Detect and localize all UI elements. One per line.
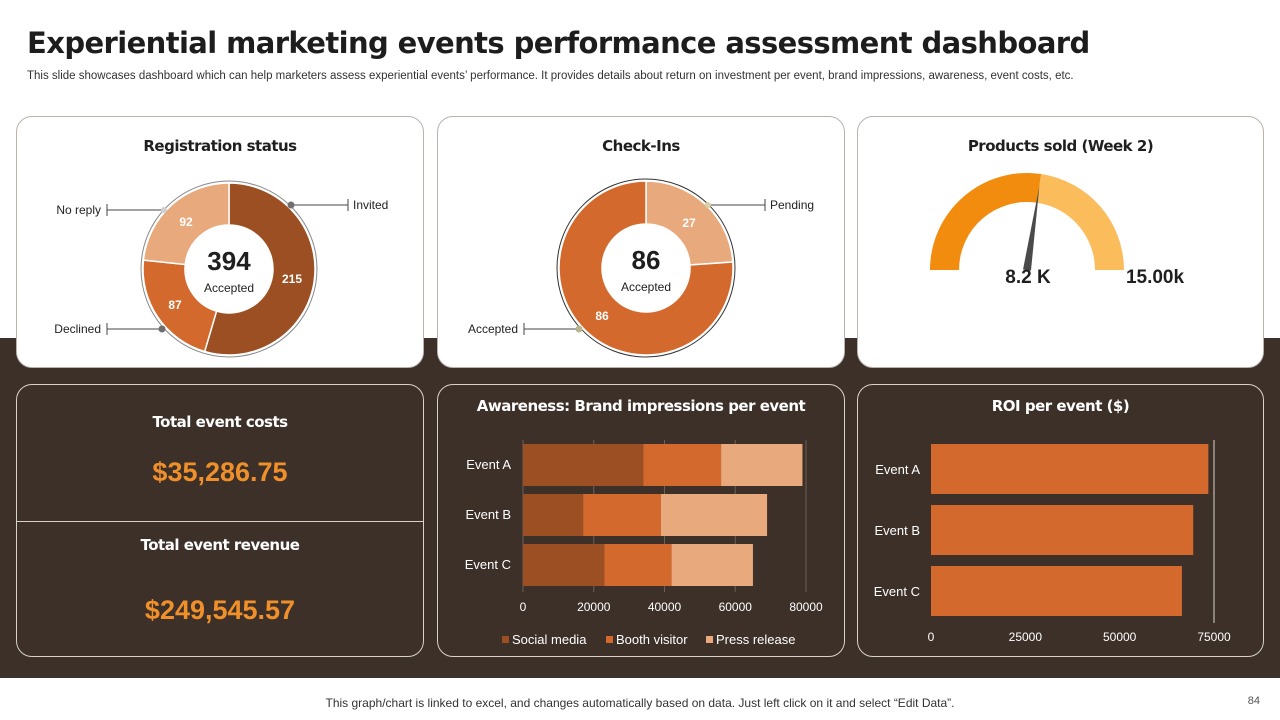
awareness-x-tick: 20000 [577, 600, 611, 614]
awareness-legend-label: Press release [716, 632, 795, 647]
gauge-value-arc [930, 173, 1042, 270]
total-event-revenue-title: Total event revenue [140, 536, 300, 554]
check-ins-center-value: 86 [632, 245, 661, 275]
awareness-legend-swatch [706, 636, 713, 643]
awareness-bar-press-release[interactable] [660, 494, 768, 536]
check-ins-donut-chart[interactable]: 86 Accepted 27 86 Pending Accepted [438, 117, 846, 369]
registration-center-label: Accepted [204, 281, 254, 295]
page-subtitle: This slide showcases dashboard which can… [27, 70, 1074, 82]
registration-status-title: Registration status [143, 137, 297, 155]
awareness-bar-social-media[interactable] [523, 494, 584, 536]
awareness-bar-booth-visitor[interactable] [583, 494, 661, 536]
registration-donut-chart[interactable]: 394 Accepted 215 87 92 Invited No reply … [17, 117, 425, 369]
check-ins-accepted-label: Accepted [468, 322, 518, 336]
registration-invited-label: Invited [353, 198, 388, 212]
check-ins-title: Check-Ins [602, 137, 680, 155]
check-ins-panel: Check-Ins 86 Accepted 27 86 Pending Acce… [437, 116, 845, 368]
awareness-legend-label: Booth visitor [616, 632, 688, 647]
total-event-costs-title: Total event costs [152, 413, 288, 431]
check-ins-pending-label: Pending [770, 198, 814, 212]
products-sold-gauge[interactable]: 8.2 K 15.00k [858, 117, 1265, 369]
roi-bar[interactable] [931, 505, 1194, 555]
registration-no-reply-value: 92 [179, 215, 193, 229]
check-ins-center-label: Accepted [621, 280, 671, 294]
awareness-bar-booth-visitor[interactable] [643, 444, 722, 486]
registration-invited-value: 215 [282, 272, 302, 286]
gauge-needle [1023, 185, 1040, 271]
roi-category-label: Event A [875, 462, 920, 477]
financials-divider [17, 521, 423, 522]
footer-note: This graph/chart is linked to excel, and… [325, 696, 955, 710]
gauge-remaining-arc [1036, 174, 1124, 270]
registration-no-reply-callout: No reply [56, 203, 167, 217]
awareness-x-tick: 0 [520, 600, 527, 614]
roi-panel: ROI per event ($) 0 25000 50000 75000 Event … [857, 384, 1264, 657]
roi-x-tick: 25000 [1009, 630, 1043, 644]
brand-impressions-chart[interactable]: 0 20000 40000 60000 80000 Event A Event B Event… [438, 385, 846, 658]
registration-status-panel: Registration status 394 Accepted 215 87 … [16, 116, 424, 368]
awareness-bar-press-release[interactable] [721, 444, 803, 486]
page-number: 84 [1247, 695, 1260, 707]
brand-impressions-title: Awareness: Brand impressions per event [476, 397, 806, 415]
awareness-x-tick: 40000 [648, 600, 682, 614]
roi-title: ROI per event ($) [991, 397, 1130, 415]
event-financials-panel: Total event costs $35,286.75 Total event… [16, 384, 424, 657]
awareness-bar-social-media[interactable] [523, 544, 605, 586]
awareness-bar-social-media[interactable] [523, 444, 644, 486]
products-sold-panel: Products sold (Week 2) 8.2 K 15.00k [857, 116, 1264, 368]
roi-category-label: Event B [874, 523, 920, 538]
roi-bar[interactable] [931, 566, 1182, 616]
awareness-legend-swatch [606, 636, 613, 643]
total-event-costs-value: $35,286.75 [152, 457, 288, 487]
registration-declined-callout: Declined [54, 322, 166, 336]
roi-x-tick: 50000 [1103, 630, 1137, 644]
products-sold-value-label: 8.2 K [1005, 267, 1051, 288]
awareness-x-tick: 60000 [719, 600, 753, 614]
check-ins-accepted-callout: Accepted [468, 322, 583, 336]
roi-bar[interactable] [931, 444, 1209, 494]
products-sold-title: Products sold (Week 2) [967, 137, 1154, 155]
awareness-category-label: Event C [465, 557, 511, 572]
roi-chart[interactable]: 0 25000 50000 75000 Event A Event B Event C [858, 385, 1265, 658]
awareness-legend-label: Social media [512, 632, 587, 647]
awareness-bar-booth-visitor[interactable] [604, 544, 672, 586]
roi-x-tick: 75000 [1197, 630, 1231, 644]
page-title: Experiential marketing events performanc… [27, 26, 1090, 60]
registration-declined-value: 87 [168, 298, 182, 312]
awareness-legend-swatch [502, 636, 509, 643]
products-sold-max-label: 15.00k [1126, 267, 1185, 288]
total-event-revenue-value: $249,545.57 [144, 595, 296, 625]
awareness-x-tick: 80000 [789, 600, 823, 614]
registration-center-value: 394 [207, 246, 251, 276]
registration-declined-label: Declined [54, 322, 101, 336]
roi-category-label: Event C [874, 584, 920, 599]
registration-no-reply-label: No reply [56, 203, 101, 217]
awareness-bar-press-release[interactable] [671, 544, 753, 586]
registration-invited-callout: Invited [287, 198, 388, 212]
check-ins-pending-callout: Pending [705, 198, 814, 212]
roi-x-tick: 0 [928, 630, 935, 644]
awareness-category-label: Event B [465, 507, 511, 522]
check-ins-pending-value: 27 [682, 216, 696, 230]
brand-impressions-panel: Awareness: Brand impressions per event 0… [437, 384, 845, 657]
awareness-category-label: Event A [466, 457, 511, 472]
check-ins-accepted-value: 86 [595, 309, 609, 323]
